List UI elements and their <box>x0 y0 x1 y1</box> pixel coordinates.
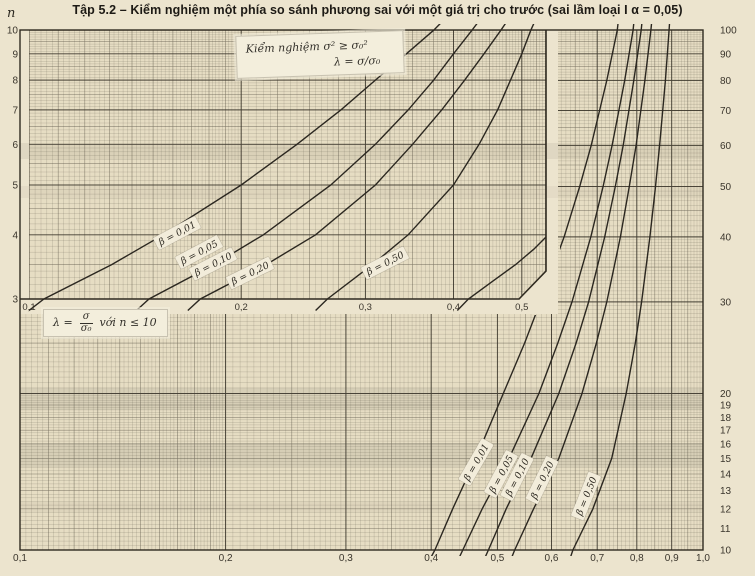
main-x-tick-1,0: 1,0 <box>696 553 710 564</box>
inset-x-tick-0,4: 0,4 <box>447 302 460 313</box>
inset-plot-background <box>29 30 546 299</box>
inset-x-tick-0,1: 0,1 <box>22 302 35 313</box>
main-y-tick-11: 11 <box>720 524 731 535</box>
curve-0.5 <box>569 24 671 556</box>
page-title: Tập 5.2 – Kiểm nghiệm một phía so sánh p… <box>72 3 683 17</box>
main-y-tick-16: 16 <box>720 439 732 450</box>
lambda-prefix: λ = <box>53 316 73 330</box>
main-y-tick-13: 13 <box>720 486 732 497</box>
sigma-fraction: σ σ₀ <box>78 311 95 334</box>
main-x-tick-0,5: 0,5 <box>490 553 504 564</box>
sigma-fraction-denominator: σ₀ <box>80 322 92 334</box>
main-x-tick-0,8: 0,8 <box>630 553 644 564</box>
main-x-tick-0,7: 0,7 <box>590 553 604 564</box>
scan-smudges <box>20 143 703 512</box>
main-y-tick-60: 60 <box>720 141 732 152</box>
inset-y-tick-4: 4 <box>12 230 18 241</box>
main-x-tick-0,1: 0,1 <box>13 553 27 564</box>
curve-0.1 <box>484 24 643 556</box>
main-x-tick-0,9: 0,9 <box>665 553 679 564</box>
main-x-tick-0,6: 0,6 <box>545 553 559 564</box>
inset-test-label-box: Kiểm nghiệm σ² ≥ σ₀² λ = σ/σ₀ <box>235 30 405 79</box>
inset-grid <box>29 30 546 299</box>
inset-x-tick-0,3: 0,3 <box>359 302 372 313</box>
main-y-tick-14: 14 <box>720 470 732 481</box>
inset-y-tick-8: 8 <box>12 76 18 87</box>
main-y-tick-12: 12 <box>720 504 732 515</box>
main-y-tick-10: 10 <box>720 546 732 557</box>
main-x-tick-0,3: 0,3 <box>339 553 353 564</box>
main-y-tick-100: 100 <box>720 26 737 37</box>
inset-y-tick-6: 6 <box>12 140 18 151</box>
inset-x-tick-0,2: 0,2 <box>235 302 248 313</box>
main-y-tick-20: 20 <box>720 389 732 400</box>
sigma-fraction-numerator: σ <box>79 311 93 324</box>
inset-y-tick-7: 7 <box>12 105 18 116</box>
lambda-condition: với n ≤ 10 <box>99 316 157 330</box>
curve-0.2 <box>315 24 535 311</box>
main-x-tick-0,4: 0,4 <box>424 553 438 564</box>
inset-y-tick-9: 9 <box>12 49 18 60</box>
curve-0.2 <box>511 24 653 556</box>
main-y-tick-19: 19 <box>720 401 732 412</box>
inset-border <box>20 30 547 300</box>
y-axis-symbol: n <box>7 6 16 21</box>
main-y-tick-70: 70 <box>720 106 732 117</box>
main-y-tick-90: 90 <box>720 49 732 60</box>
main-y-tick-50: 50 <box>720 182 732 193</box>
main-y-tick-80: 80 <box>720 76 732 87</box>
chart-frame <box>19 29 704 551</box>
main-y-tick-30: 30 <box>720 297 732 308</box>
inset-y-tick-5: 5 <box>12 180 18 191</box>
main-plot-background <box>20 30 703 550</box>
main-y-tick-40: 40 <box>720 232 732 243</box>
inset-x-tick-0,5: 0,5 <box>515 302 528 313</box>
inset-y-tick-10: 10 <box>7 26 19 37</box>
main-y-tick-18: 18 <box>720 413 732 424</box>
lambda-definition-box: λ = σ σ₀ với n ≤ 10 <box>43 309 168 337</box>
main-x-tick-0,2: 0,2 <box>219 553 233 564</box>
curve-0.01 <box>29 24 441 311</box>
inset-y-tick-3: 3 <box>12 295 18 306</box>
main-y-tick-17: 17 <box>720 426 732 437</box>
curve-0.05 <box>458 24 635 556</box>
main-y-tick-15: 15 <box>720 454 732 465</box>
